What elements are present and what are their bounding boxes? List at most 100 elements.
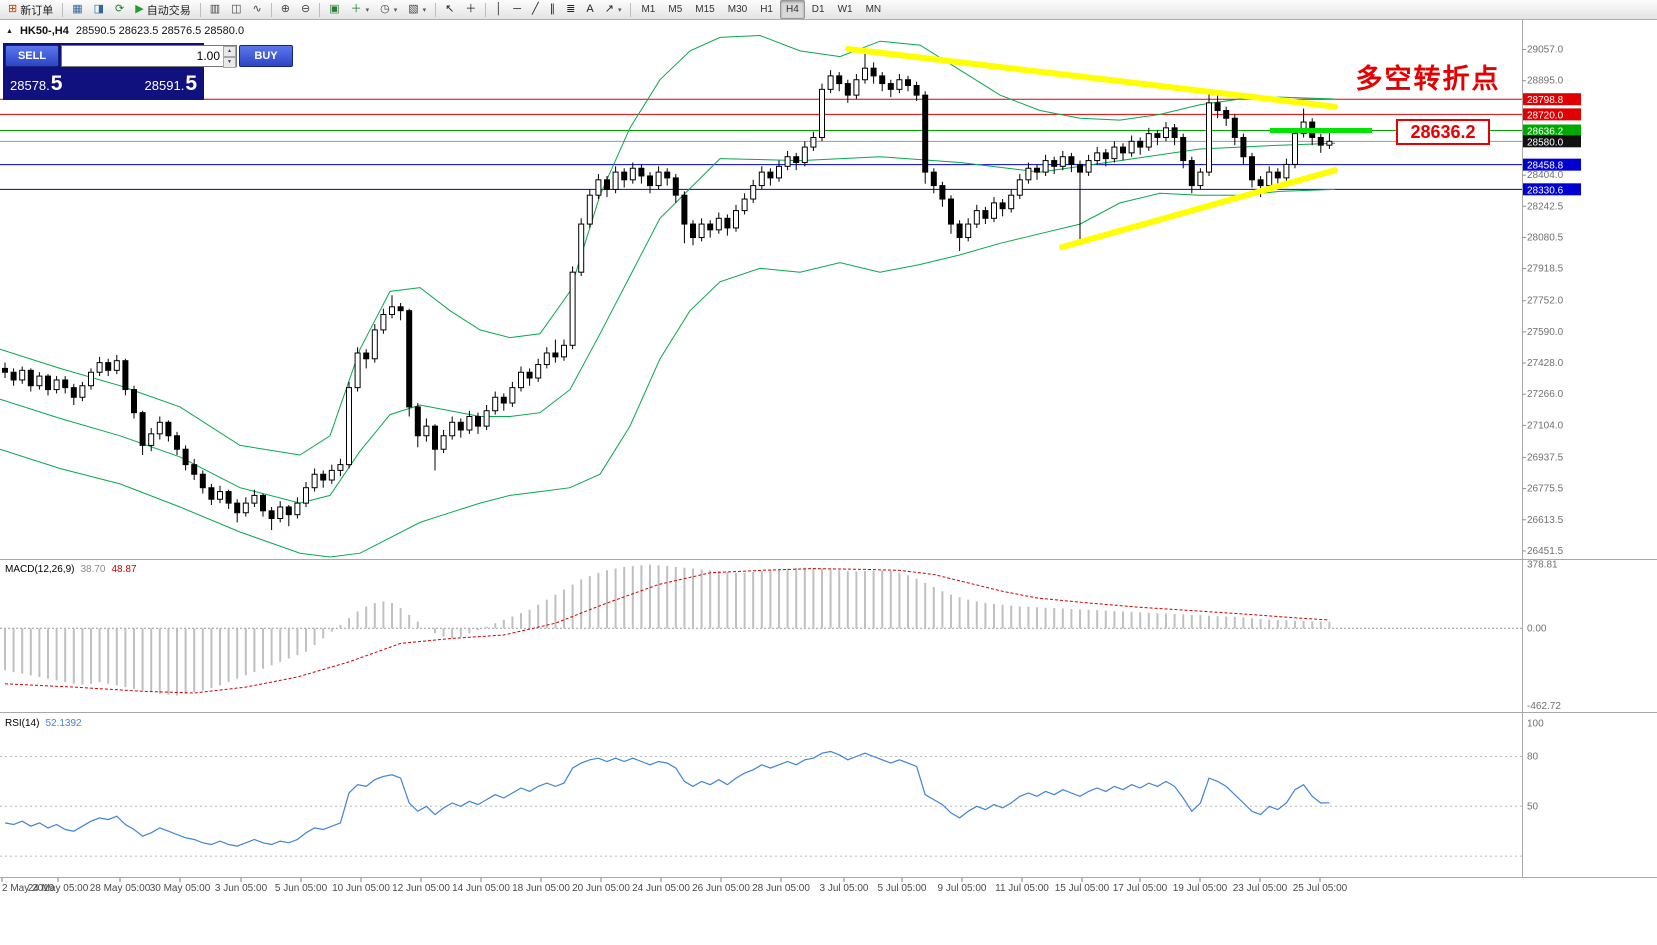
trendlines[interactable] (845, 45, 1372, 251)
timeframe-m5-button-label: M5 (668, 4, 683, 15)
svg-text:28458.8: 28458.8 (1527, 161, 1564, 172)
line-chart-button[interactable]: ∿ (248, 0, 267, 19)
buy-price-large: 5 (185, 72, 197, 95)
toolbar-separator (630, 2, 632, 17)
svg-text:27266.0: 27266.0 (1527, 389, 1564, 400)
candle-chart-button[interactable]: ◫ (226, 0, 246, 19)
timeframe-w1-button[interactable]: W1 (832, 0, 859, 19)
candlestick-chart-icon: ◫ (231, 3, 242, 15)
svg-text:28 Jun 05:00: 28 Jun 05:00 (752, 883, 810, 894)
svg-text:28720.0: 28720.0 (1527, 110, 1564, 121)
crosshair-icon: ＋ (465, 3, 477, 15)
new-order-button[interactable]: ⊞ 新订单 (3, 0, 58, 19)
svg-text:26451.5: 26451.5 (1527, 546, 1564, 557)
channel-button[interactable]: ∥ (545, 0, 561, 19)
tile-windows-icon: ▣ (329, 3, 340, 15)
arrows-button[interactable]: ↗ ▾ (600, 0, 627, 19)
svg-text:18 Jun 05:00: 18 Jun 05:00 (512, 883, 570, 894)
svg-text:26775.5: 26775.5 (1527, 484, 1564, 495)
zoom-in-icon: ⊕ (280, 3, 290, 15)
turning-point-annotation[interactable]: 多空转折点 (1355, 64, 1501, 94)
profile-button[interactable]: ◨ (89, 0, 109, 19)
svg-text:5 Jun 05:00: 5 Jun 05:00 (275, 883, 328, 894)
indicators-icon: ＋ (350, 3, 362, 15)
templates-button[interactable]: ▧ ▾ (403, 0, 431, 19)
timeframe-mn-button[interactable]: MN (860, 0, 888, 19)
svg-text:24 May 05:00: 24 May 05:00 (28, 883, 89, 894)
volume-decrease-button[interactable]: ▼ (223, 57, 236, 68)
symbol-ohlc: 28590.5 28623.5 28576.5 28580.0 (75, 25, 245, 37)
svg-text:50: 50 (1527, 801, 1539, 812)
horizontal-line-button[interactable]: ─ (508, 0, 526, 19)
timeframe-m15-button[interactable]: M15 (689, 0, 720, 19)
dropdown-arrow-icon: ▾ (617, 6, 622, 14)
chart-window-button[interactable]: ▦ (67, 0, 87, 19)
arrows-icon: ↗ (604, 3, 614, 15)
chart-window-icon: ▦ (72, 3, 83, 15)
volume-input[interactable] (62, 46, 223, 66)
periods-icon: ◷ (380, 3, 390, 15)
text-button[interactable]: A (581, 0, 598, 19)
timeframe-m30-button[interactable]: M30 (722, 0, 753, 19)
svg-text:28080.5: 28080.5 (1527, 232, 1564, 243)
svg-text:3 Jul 05:00: 3 Jul 05:00 (820, 883, 869, 894)
timeframe-m30-button-label: M30 (727, 4, 748, 15)
crosshair-button[interactable]: ＋ (460, 0, 481, 19)
templates-icon: ▧ (408, 3, 419, 15)
one-click-trading-panel: SELL ▲ ▼ BUY 28578. 5 28591. 5 (3, 43, 293, 100)
vertical-line-button[interactable]: │ (490, 0, 507, 19)
symbol-title: HK50-,H4 (19, 25, 69, 37)
svg-text:28895.0: 28895.0 (1527, 76, 1564, 87)
volume-spinner: ▲ ▼ (223, 46, 236, 68)
price-tag-annotation[interactable]: 28636.2 (1396, 119, 1490, 145)
svg-text:27918.5: 27918.5 (1527, 264, 1564, 275)
zoom-out-icon: ⊖ (300, 3, 311, 15)
buy-price-small: 28591. (144, 78, 185, 93)
timeframe-m5-button[interactable]: M5 (662, 0, 688, 19)
sell-price: 28578. 5 (5, 67, 104, 98)
svg-text:28636.2: 28636.2 (1527, 127, 1564, 138)
fibonacci-button[interactable]: ≣ (561, 0, 580, 19)
price-axis[interactable]: 29057.0 28895.0 28404.0 28242.5 28080.5 27918… (1522, 45, 1581, 557)
tile-windows-button[interactable]: ▣ (324, 0, 344, 19)
svg-text:27104.0: 27104.0 (1527, 420, 1564, 431)
toolbar-separator (62, 2, 64, 17)
symbol-header: ▲ HK50-,H4 28590.5 28623.5 28576.5 28580… (6, 25, 244, 37)
volume-increase-button[interactable]: ▲ (223, 46, 236, 57)
svg-text:10 Jun 05:00: 10 Jun 05:00 (332, 883, 390, 894)
refresh-button[interactable]: ⟳ (110, 0, 129, 19)
toolbar-separator (485, 2, 487, 17)
svg-text:100: 100 (1527, 718, 1544, 729)
text-label-icon: A (586, 3, 594, 15)
autotrade-button[interactable]: ▶ 自动交易 (130, 0, 195, 19)
cursor-button[interactable]: ↖ (440, 0, 459, 19)
timeframe-h1-button[interactable]: H1 (754, 0, 779, 19)
bar-chart-button[interactable]: ▥ (205, 0, 225, 19)
zoom-out-button[interactable]: ⊖ (296, 0, 315, 19)
timeframe-m1-button[interactable]: M1 (635, 0, 661, 19)
dropdown-arrow-icon: ▾ (422, 6, 427, 14)
svg-text:28 May 05:00: 28 May 05:00 (90, 883, 151, 894)
chart-window[interactable]: 378.81 0.00 -462.72 100 80 50 29057.0 28895.0 28… (0, 20, 1657, 945)
timeframe-h4-button[interactable]: H4 (779, 0, 805, 19)
volume-field: ▲ ▼ (61, 45, 237, 68)
zoom-in-button[interactable]: ⊕ (276, 0, 295, 19)
sell-button[interactable]: SELL (5, 45, 59, 67)
fibonacci-icon: ≣ (566, 3, 576, 15)
timeframe-h1-button-label: H1 (760, 4, 773, 15)
chart-marker-icon: ▲ (6, 27, 13, 35)
svg-text:27752.0: 27752.0 (1527, 296, 1564, 307)
timeframe-d1-button[interactable]: D1 (806, 0, 831, 19)
trendline-button[interactable]: ╱ (527, 0, 544, 19)
chart-canvas[interactable]: 378.81 0.00 -462.72 100 80 50 29057.0 28895.0 28… (0, 20, 1657, 945)
svg-text:28580.0: 28580.0 (1527, 137, 1564, 148)
periods-button[interactable]: ◷ ▾ (375, 0, 402, 19)
new-order-button-label: 新订单 (20, 4, 54, 17)
indicators-button[interactable]: ＋ ▾ (346, 0, 375, 19)
buy-button[interactable]: BUY (239, 45, 293, 67)
buy-price: 28591. 5 (104, 67, 203, 98)
bar-chart-icon: ▥ (209, 3, 221, 15)
svg-text:-462.72: -462.72 (1527, 701, 1561, 712)
